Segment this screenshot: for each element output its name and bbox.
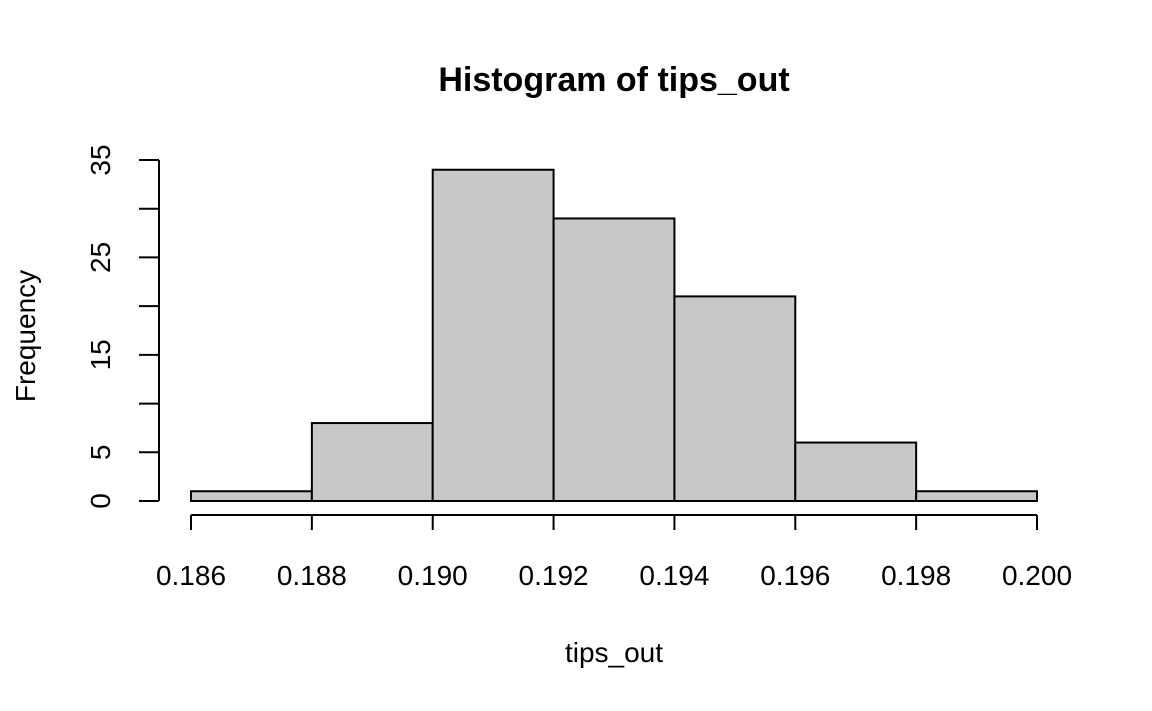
x-tick-label: 0.194 [639, 560, 709, 591]
y-tick-label: 0 [85, 493, 116, 509]
histogram-bar [431, 168, 555, 502]
x-tick-label: 0.186 [156, 560, 226, 591]
y-tick-label: 35 [85, 144, 116, 175]
chart-title: Histogram of tips_out [438, 61, 789, 99]
histogram-bar [673, 295, 797, 502]
histogram-bar [915, 490, 1039, 502]
x-tick-label: 0.198 [881, 560, 951, 591]
x-tick-label: 0.196 [760, 560, 830, 591]
histogram-bar [190, 490, 313, 502]
x-axis-label: tips_out [565, 637, 663, 668]
histogram-bar [310, 422, 434, 502]
y-tick-label: 15 [85, 339, 116, 370]
histogram-bar [552, 217, 676, 502]
x-tick-label: 0.192 [519, 560, 589, 591]
y-axis-label: Frequency [10, 270, 41, 402]
histogram-bar [794, 441, 918, 502]
y-tick-label: 25 [85, 242, 116, 273]
y-axis: 0 5 15 25 35 [85, 144, 160, 509]
y-tick-label: 5 [85, 444, 116, 460]
x-tick-label: 0.188 [277, 560, 347, 591]
bars-group [190, 168, 1039, 502]
x-tick-label: 0.190 [398, 560, 468, 591]
x-axis: 0.186 0.188 0.190 0.192 0.194 0.196 0.198 0.200 [156, 514, 1072, 591]
x-tick-label: 0.200 [1002, 560, 1072, 591]
